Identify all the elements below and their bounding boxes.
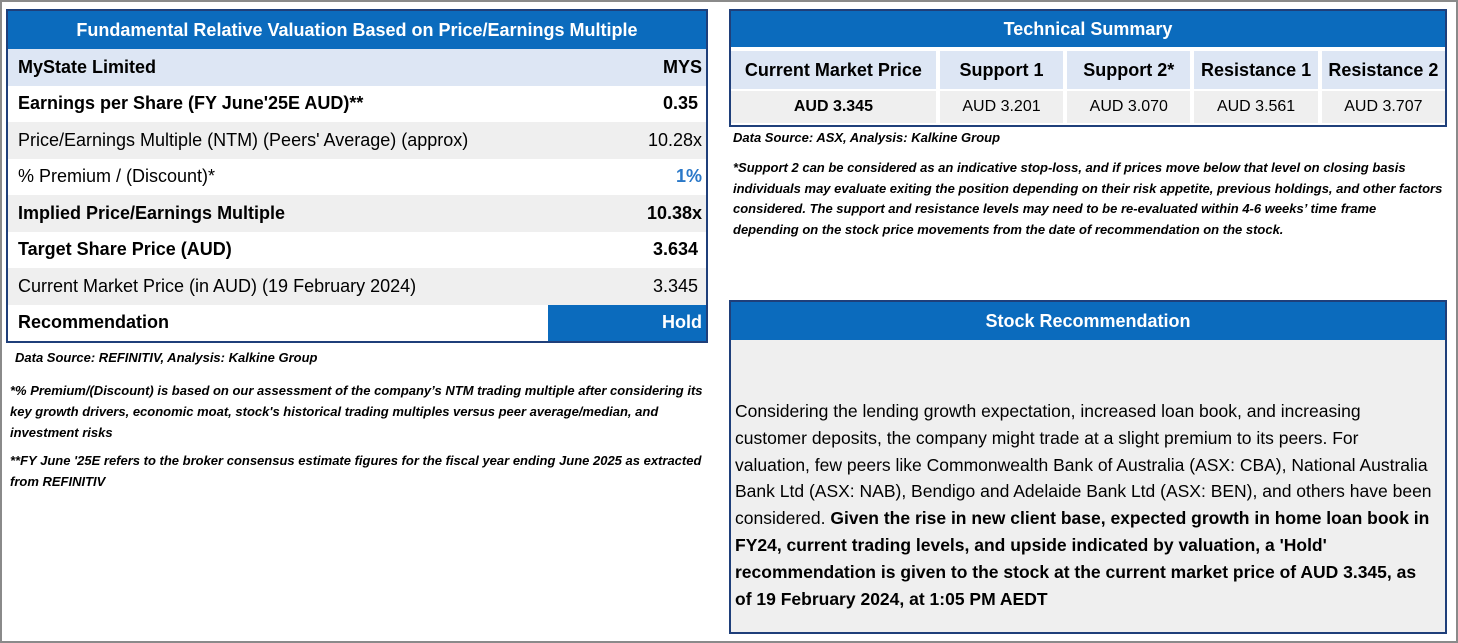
company-name: MyState Limited bbox=[18, 56, 157, 77]
implied-pe-label: Implied Price/Earnings Multiple bbox=[18, 202, 286, 223]
tech-value-resistance-2: AUD 3.707 bbox=[1321, 91, 1446, 123]
eps-value: 0.35 bbox=[662, 93, 698, 114]
premium-value: 1% bbox=[675, 166, 702, 187]
valuation-table: Fundamental Relative Valuation Based on … bbox=[6, 9, 708, 343]
current-price-label: Current Market Price (in AUD) (19 Februa… bbox=[18, 275, 417, 296]
eps-label: Earnings per Share (FY June'25E AUD)** bbox=[18, 93, 364, 114]
technical-summary-table: Technical Summary Current Market Price A… bbox=[729, 9, 1447, 127]
recommendation-body: Considering the lending growth expectati… bbox=[731, 340, 1445, 612]
tech-col-support-2: Support 2* AUD 3.070 bbox=[1067, 47, 1191, 125]
target-price-value: 3.634 bbox=[652, 239, 698, 260]
target-price-label: Target Share Price (AUD) bbox=[18, 239, 232, 260]
tech-header-support-1: Support 1 bbox=[939, 51, 1064, 89]
valuation-source: Data Source: REFINITIV, Analysis: Kalkin… bbox=[15, 350, 318, 365]
tech-col-resistance-1: Resistance 1 AUD 3.561 bbox=[1194, 47, 1318, 125]
premium-label: % Premium / (Discount)* bbox=[18, 166, 216, 187]
tech-header-current-price: Current Market Price bbox=[731, 51, 936, 89]
recommendation-label: Recommendation bbox=[18, 312, 170, 333]
tech-header-resistance-2: Resistance 2 bbox=[1321, 51, 1446, 89]
table-row-recommendation: Recommendation Hold bbox=[8, 304, 706, 341]
tech-header-support-2: Support 2* bbox=[1067, 51, 1191, 89]
premium-footnote: *% Premium/(Discount) is based on our as… bbox=[10, 383, 703, 440]
pe-multiple-value: 10.28x bbox=[647, 129, 702, 150]
technical-title: Technical Summary bbox=[731, 11, 1445, 47]
table-row-current-price: Current Market Price (in AUD) (19 Februa… bbox=[8, 268, 706, 305]
stock-recommendation-panel: Stock Recommendation Considering the len… bbox=[729, 300, 1447, 634]
recommendation-text: Considering the lending growth expectati… bbox=[735, 401, 1432, 529]
recommendation-badge: Hold bbox=[548, 304, 706, 341]
table-row-premium: % Premium / (Discount)* 1% bbox=[8, 159, 706, 196]
tech-header-resistance-1: Resistance 1 bbox=[1194, 51, 1318, 89]
company-ticker: MYS bbox=[662, 56, 702, 77]
tech-value-resistance-1: AUD 3.561 bbox=[1194, 91, 1318, 123]
table-row-implied-pe: Implied Price/Earnings Multiple 10.38x bbox=[8, 195, 706, 232]
tech-col-support-1: Support 1 AUD 3.201 bbox=[939, 47, 1064, 125]
technical-grid: Current Market Price AUD 3.345 Support 1… bbox=[731, 47, 1446, 127]
tech-value-support-2: AUD 3.070 bbox=[1067, 91, 1191, 123]
recommendation-title: Stock Recommendation bbox=[731, 302, 1445, 340]
table-row-company: MyState Limited MYS bbox=[8, 49, 706, 86]
tech-col-resistance-2: Resistance 2 AUD 3.707 bbox=[1321, 47, 1446, 125]
tech-value-current-price: AUD 3.345 bbox=[731, 91, 936, 123]
tech-col-current-price: Current Market Price AUD 3.345 bbox=[731, 47, 936, 125]
valuation-title: Fundamental Relative Valuation Based on … bbox=[8, 11, 706, 49]
pe-multiple-label: Price/Earnings Multiple (NTM) (Peers' Av… bbox=[18, 129, 469, 150]
table-row-target-price: Target Share Price (AUD) 3.634 bbox=[8, 232, 706, 269]
recommendation-text-bold: Given the rise in new client base, expec… bbox=[735, 508, 1430, 609]
table-row-eps: Earnings per Share (FY June'25E AUD)** 0… bbox=[8, 86, 706, 123]
support-footnote: *Support 2 can be considered as an indic… bbox=[733, 160, 1443, 237]
table-row-pe-multiple: Price/Earnings Multiple (NTM) (Peers' Av… bbox=[8, 122, 706, 159]
eps-footnote: **FY June '25E refers to the broker cons… bbox=[10, 453, 702, 489]
technical-source: Data Source: ASX, Analysis: Kalkine Grou… bbox=[733, 130, 1001, 145]
current-price-value: 3.345 bbox=[652, 275, 698, 296]
tech-value-support-1: AUD 3.201 bbox=[939, 91, 1064, 123]
implied-pe-value: 10.38x bbox=[646, 202, 702, 223]
